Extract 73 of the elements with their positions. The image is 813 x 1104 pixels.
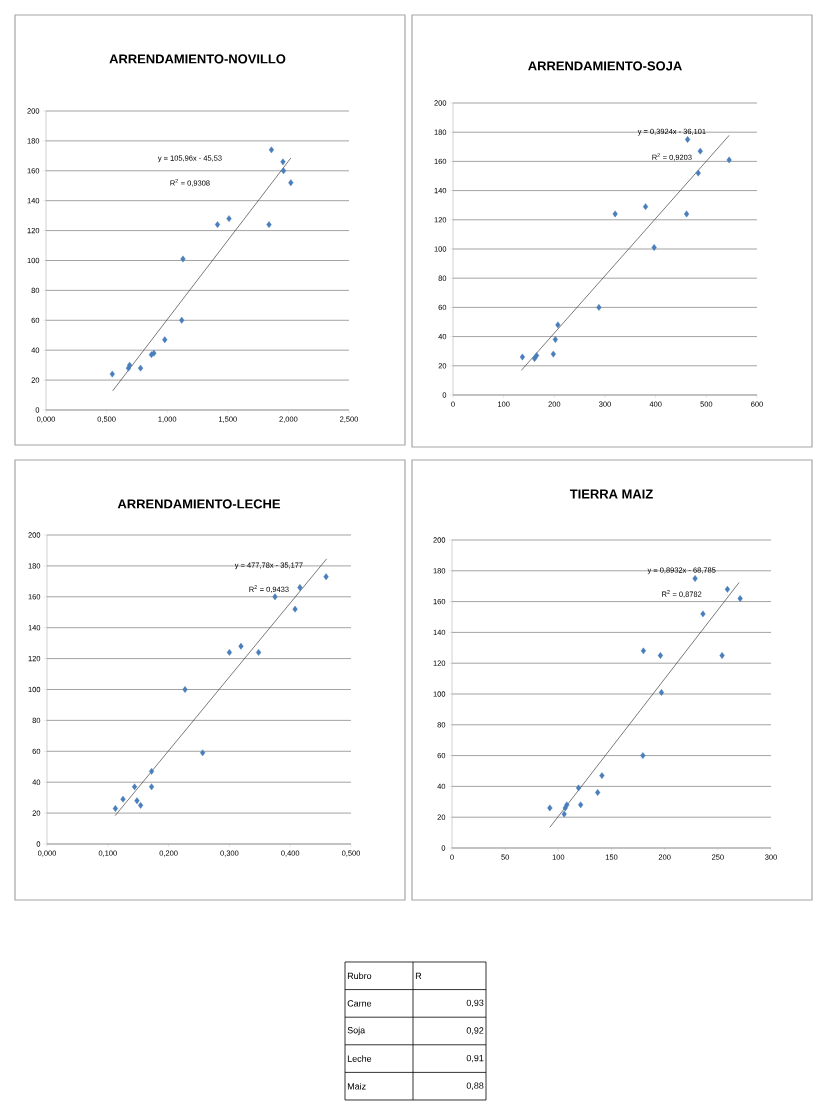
point	[697, 147, 703, 155]
category-label: Leche	[347, 1055, 372, 1062]
point	[642, 203, 649, 211]
point	[547, 804, 553, 812]
point	[555, 321, 561, 329]
category-label: Maiz	[347, 1082, 366, 1090]
point	[684, 136, 691, 143]
chart-title: TIERRA MAIZ	[569, 489, 653, 499]
point	[737, 595, 743, 602]
point	[162, 336, 168, 344]
point	[226, 649, 232, 656]
point	[280, 158, 286, 166]
point	[575, 784, 582, 792]
category-label: Soja	[347, 1026, 366, 1036]
text: Rubro	[347, 972, 372, 980]
point	[552, 336, 558, 343]
point	[692, 575, 698, 582]
point	[255, 649, 262, 656]
point	[266, 221, 272, 228]
point	[134, 797, 140, 805]
point	[578, 801, 584, 809]
point	[138, 801, 144, 809]
text: 0,92	[466, 1027, 484, 1035]
point	[131, 783, 138, 791]
point	[561, 810, 567, 818]
point	[658, 689, 665, 696]
point	[724, 585, 730, 593]
point	[612, 210, 618, 218]
point	[695, 169, 701, 177]
point	[148, 767, 155, 775]
point	[596, 304, 602, 311]
point	[127, 361, 133, 369]
point	[200, 749, 206, 757]
point	[112, 805, 118, 812]
point	[214, 221, 221, 228]
point	[280, 167, 287, 175]
point	[726, 156, 732, 164]
point	[657, 652, 663, 659]
point	[109, 370, 115, 378]
chart-title: ARRENDAMIENTO-SOJA	[528, 61, 682, 71]
point	[550, 350, 556, 358]
point	[599, 772, 605, 779]
point	[595, 789, 601, 796]
point	[640, 752, 646, 759]
point	[182, 686, 188, 693]
point	[683, 210, 690, 218]
point	[151, 349, 157, 357]
point	[323, 573, 329, 581]
point	[640, 647, 646, 655]
text: 0,91	[466, 1054, 484, 1063]
chart-title: ARRENDAMIENTO-LECHE	[117, 499, 281, 509]
point	[564, 801, 570, 809]
point	[272, 593, 278, 601]
text: 0,88	[466, 1082, 484, 1090]
point	[137, 364, 144, 372]
point	[651, 244, 657, 251]
point	[519, 353, 525, 361]
point	[292, 605, 298, 613]
point	[148, 783, 155, 791]
text: 0,93	[466, 999, 484, 1008]
point	[719, 652, 725, 659]
chart-title: ARRENDAMIENTO-NOVILLO	[109, 54, 286, 64]
text: R	[415, 972, 422, 979]
point	[179, 316, 185, 324]
point	[180, 255, 186, 263]
point	[238, 642, 244, 650]
point	[700, 610, 706, 618]
point	[297, 584, 303, 591]
point	[226, 215, 232, 223]
point	[268, 146, 275, 154]
category-label: Carne	[347, 1000, 372, 1007]
point	[120, 795, 126, 803]
point	[288, 179, 294, 187]
